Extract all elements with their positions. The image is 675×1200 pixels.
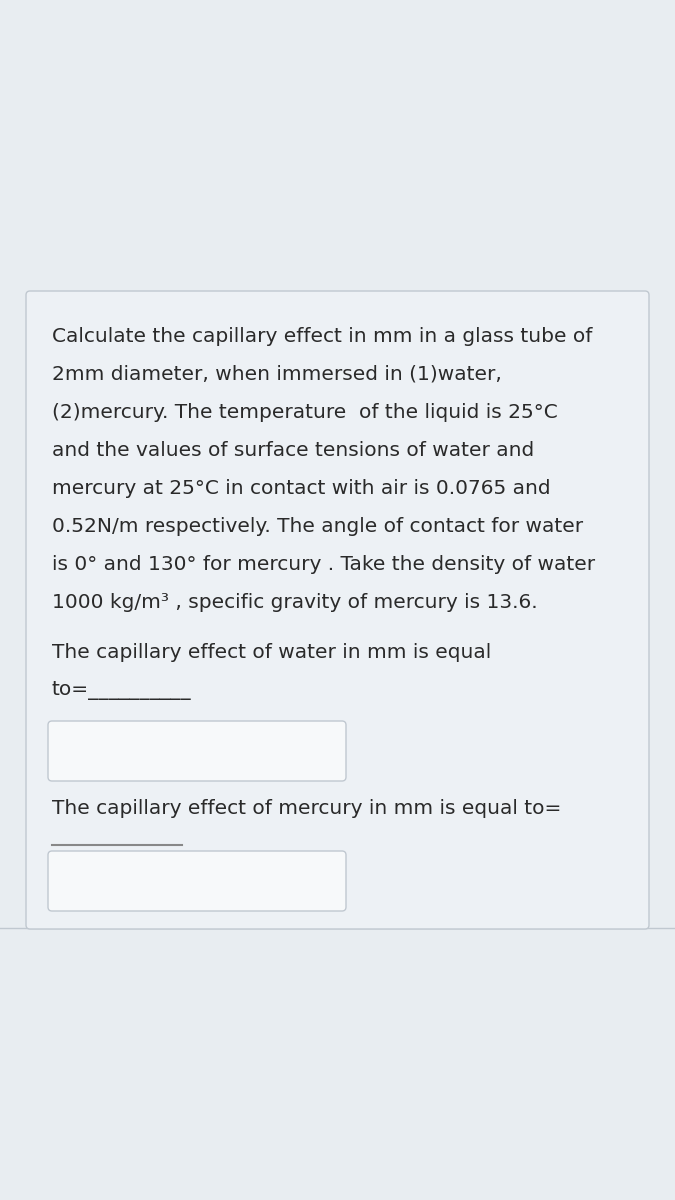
Text: and the values of surface tensions of water and: and the values of surface tensions of wa… xyxy=(52,440,534,460)
Text: mercury at 25°C in contact with air is 0.0765 and: mercury at 25°C in contact with air is 0… xyxy=(52,479,551,498)
Text: 0.52N/m respectively. The angle of contact for water: 0.52N/m respectively. The angle of conta… xyxy=(52,517,583,536)
Text: is 0° and 130° for mercury . Take the density of water: is 0° and 130° for mercury . Take the de… xyxy=(52,554,595,574)
Text: The capillary effect of mercury in mm is equal to=: The capillary effect of mercury in mm is… xyxy=(52,799,562,818)
FancyBboxPatch shape xyxy=(48,851,346,911)
Text: (2)mercury. The temperature  of the liquid is 25°C: (2)mercury. The temperature of the liqui… xyxy=(52,403,558,422)
Text: 2mm diameter, when immersed in (1)water,: 2mm diameter, when immersed in (1)water, xyxy=(52,365,502,384)
Text: Calculate the capillary effect in mm in a glass tube of: Calculate the capillary effect in mm in … xyxy=(52,326,593,346)
FancyBboxPatch shape xyxy=(26,290,649,929)
Text: to=__________: to=__________ xyxy=(52,680,192,700)
Text: The capillary effect of water in mm is equal: The capillary effect of water in mm is e… xyxy=(52,643,491,662)
Text: 1000 kg/m³ , specific gravity of mercury is 13.6.: 1000 kg/m³ , specific gravity of mercury… xyxy=(52,593,537,612)
FancyBboxPatch shape xyxy=(48,721,346,781)
